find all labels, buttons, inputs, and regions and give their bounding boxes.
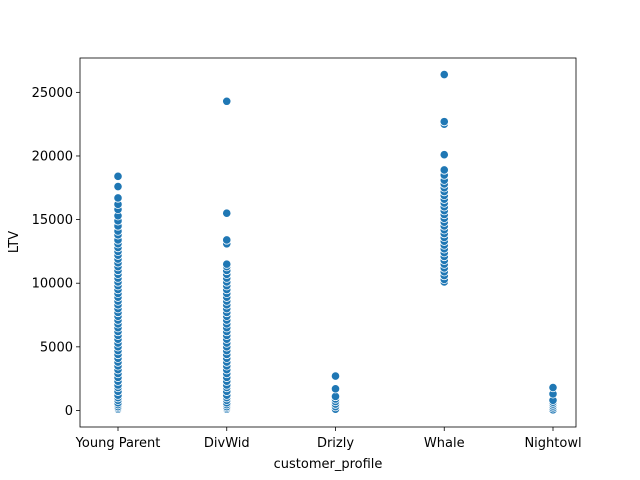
data-point	[222, 259, 232, 269]
data-point	[113, 193, 123, 203]
data-point	[439, 150, 449, 160]
data-point	[548, 382, 558, 393]
x-tick-label: Whale	[424, 436, 465, 451]
x-tick-label: DivWid	[204, 436, 250, 451]
y-tick-label: 5000	[40, 340, 73, 355]
data-point	[222, 235, 232, 245]
y-axis-ticks: 0 5000 10000 15000 20000 25000	[32, 86, 80, 419]
data-point	[113, 181, 123, 192]
x-tick-label: Nightowl	[524, 436, 581, 451]
data-points	[113, 69, 558, 415]
y-tick-label: 25000	[32, 86, 73, 101]
y-tick-label: 0	[65, 404, 73, 419]
data-point	[439, 69, 449, 80]
y-tick-label: 20000	[32, 149, 73, 164]
data-point	[222, 208, 232, 218]
data-point	[330, 391, 341, 402]
x-axis-label: customer_profile	[274, 457, 383, 472]
data-point	[330, 371, 341, 381]
x-tick-label: Drizly	[317, 436, 354, 451]
data-point	[113, 171, 123, 181]
data-point	[439, 117, 449, 127]
plot-area	[80, 58, 576, 427]
data-point	[439, 165, 449, 175]
y-tick-label: 10000	[32, 277, 73, 292]
data-point	[222, 96, 232, 106]
y-axis-label: LTV	[7, 231, 22, 253]
data-point	[330, 384, 341, 394]
y-tick-label: 15000	[32, 213, 73, 228]
x-axis-ticks: Young Parent DivWid Drizly Whale Nightowl	[75, 427, 582, 451]
plot-frame	[79, 57, 577, 428]
x-tick-label: Young Parent	[75, 436, 161, 451]
